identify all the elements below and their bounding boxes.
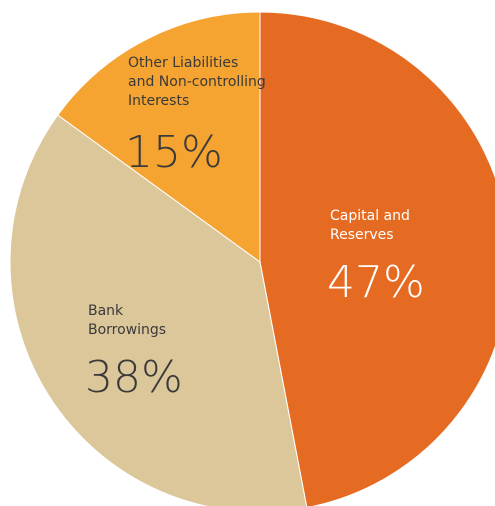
slice-label-2-line-1: and Non-controlling [128, 74, 266, 90]
pie-slice-2 [57, 11, 261, 263]
pie-slice-1 [9, 114, 308, 506]
slice-value-label-1: 38% [85, 352, 183, 403]
slice-label-0-line-0: Capital and [330, 208, 410, 224]
slice-label-1-line-0: Bank [88, 303, 124, 319]
slice-value-label-0: 47% [327, 257, 425, 308]
slice-label-2-line-2: Interests [128, 93, 189, 109]
pie-slices [9, 11, 495, 506]
pie-slice-0 [259, 11, 495, 506]
slice-value-label-2: 15% [125, 127, 223, 178]
slice-label-1-line-1: Borrowings [88, 322, 166, 338]
slice-label-0-line-1: Reserves [330, 227, 394, 243]
slice-label-2-line-0: Other Liabilities [128, 55, 238, 71]
pie-labels: Capital and Reserves 47% Bank Borrowings 38% O… [85, 55, 425, 403]
